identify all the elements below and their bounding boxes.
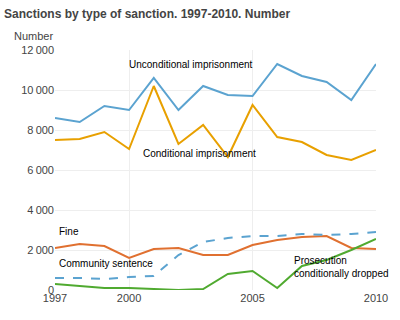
- svg-text:0: 0: [48, 284, 54, 296]
- svg-text:2000: 2000: [117, 292, 141, 304]
- svg-text:2 000: 2 000: [27, 244, 54, 256]
- svg-text:1997: 1997: [43, 292, 67, 304]
- svg-text:4 000: 4 000: [27, 204, 54, 216]
- svg-text:Sanctions by type of sanction.: Sanctions by type of sanction. 1997-2010…: [4, 7, 290, 21]
- svg-text:Fine: Fine: [59, 226, 79, 237]
- svg-text:12 000: 12 000: [21, 44, 54, 56]
- svg-text:8 000: 8 000: [27, 124, 54, 136]
- svg-text:Unconditional imprisonment: Unconditional imprisonment: [129, 59, 253, 70]
- svg-text:2005: 2005: [240, 292, 264, 304]
- svg-text:2010: 2010: [364, 292, 388, 304]
- svg-text:6 000: 6 000: [27, 164, 54, 176]
- svg-text:Prosecutionconditionally dropp: Prosecutionconditionally dropped: [294, 255, 389, 279]
- svg-text:Number: Number: [14, 30, 53, 42]
- svg-text:10 000: 10 000: [21, 84, 54, 96]
- svg-text:Conditional imprisonment: Conditional imprisonment: [143, 148, 256, 159]
- svg-text:Community sentence: Community sentence: [59, 258, 153, 269]
